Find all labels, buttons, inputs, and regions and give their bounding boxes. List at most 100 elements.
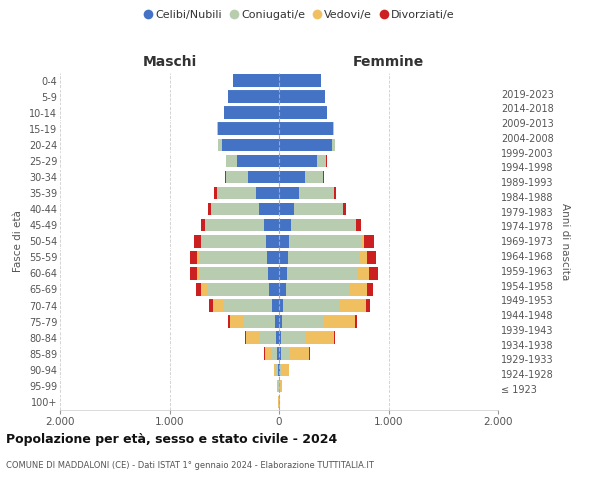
Bar [276,332,279,344]
Bar [227,316,230,328]
Bar [259,332,276,344]
Bar [280,380,282,392]
Bar [287,267,358,280]
Bar [323,170,324,183]
Bar [201,283,208,296]
Bar [334,332,335,344]
Bar [244,316,275,328]
Bar [224,106,279,119]
Bar [279,316,282,328]
Bar [267,251,279,264]
Bar [365,300,370,312]
Bar [196,283,201,296]
Bar [265,348,271,360]
Bar [266,235,279,248]
Bar [279,187,299,200]
Bar [279,74,320,87]
Bar [282,364,289,376]
Bar [214,187,217,200]
Bar [272,300,279,312]
Bar [343,203,346,215]
Bar [295,203,343,215]
Bar [209,300,214,312]
Bar [248,170,279,183]
Bar [217,122,218,135]
Bar [274,364,277,376]
Bar [269,283,279,296]
Bar [279,283,286,296]
Bar [200,267,268,280]
Bar [226,154,238,167]
Bar [279,138,332,151]
Bar [332,138,335,151]
Bar [223,300,272,312]
Bar [279,106,327,119]
Bar [355,219,356,232]
Bar [208,283,269,296]
Bar [190,267,197,280]
Bar [279,219,291,232]
Bar [299,187,334,200]
Bar [259,203,279,215]
Bar [286,283,349,296]
Bar [245,332,246,344]
Bar [218,138,222,151]
Bar [280,364,282,376]
Text: Popolazione per età, sesso e stato civile - 2024: Popolazione per età, sesso e stato civil… [6,432,337,446]
Text: Femmine: Femmine [353,55,424,69]
Bar [340,300,365,312]
Bar [369,267,377,280]
Bar [202,235,266,248]
Bar [233,74,279,87]
Bar [217,187,256,200]
Bar [324,316,355,328]
Bar [279,300,283,312]
Bar [197,267,200,280]
Bar [238,154,279,167]
Bar [279,267,287,280]
Bar [360,251,367,264]
Bar [356,219,361,232]
Bar [279,203,295,215]
Y-axis label: Fasce di età: Fasce di età [13,210,23,272]
Text: Maschi: Maschi [142,55,197,69]
Legend: Celibi/Nubili, Coniugati/e, Vedovi/e, Divorziati/e: Celibi/Nubili, Coniugati/e, Vedovi/e, Di… [143,8,457,22]
Bar [317,154,326,167]
Bar [358,267,369,280]
Bar [288,251,360,264]
Bar [197,251,199,264]
Bar [208,203,211,215]
Bar [279,122,332,135]
Y-axis label: Anni di nascita: Anni di nascita [560,202,570,280]
Bar [281,332,307,344]
Bar [190,251,197,264]
Bar [230,316,244,328]
Bar [268,267,279,280]
Bar [279,170,305,183]
Bar [211,203,259,215]
Bar [279,154,317,167]
Bar [332,122,334,135]
Bar [349,283,367,296]
Bar [246,332,259,344]
Bar [367,251,376,264]
Bar [278,364,279,376]
Bar [256,187,279,200]
Bar [305,170,323,183]
Bar [279,251,288,264]
Bar [277,348,279,360]
Bar [289,348,309,360]
Bar [206,219,263,232]
Bar [271,348,277,360]
Bar [201,235,202,248]
Bar [361,235,364,248]
Bar [281,348,289,360]
Bar [279,332,281,344]
Bar [291,219,355,232]
Bar [199,251,267,264]
Bar [355,316,357,328]
Bar [279,90,325,103]
Text: COMUNE DI MADDALONI (CE) - Dati ISTAT 1° gennaio 2024 - Elaborazione TUTTITALIA.: COMUNE DI MADDALONI (CE) - Dati ISTAT 1°… [6,461,374,470]
Bar [214,300,223,312]
Bar [307,332,334,344]
